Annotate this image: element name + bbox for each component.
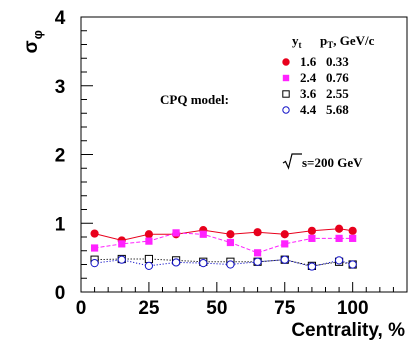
data-point [307, 226, 317, 235]
legend-header-pt: pT, GeV/c [320, 33, 375, 50]
legend-entry: 2.4 0.76 [282, 70, 349, 85]
y-tick-label: 3 [55, 77, 66, 98]
x-axis-title: Centrality, % [291, 320, 405, 341]
data-point [118, 240, 126, 248]
x-tick-label: 75 [274, 298, 296, 319]
legend-pt: 5.68 [326, 102, 349, 117]
x-tick-label: 0 [76, 298, 87, 319]
series-1 [90, 224, 357, 245]
data-point [349, 234, 357, 242]
data-point [253, 257, 262, 266]
legend-header-yt-base: y [292, 33, 299, 48]
series-line [94, 259, 353, 268]
data-point [308, 234, 316, 242]
series-4 [90, 255, 357, 271]
y-axis-title: σφ [21, 30, 45, 53]
legend-pt: 0.76 [326, 70, 349, 85]
data-point [348, 260, 357, 269]
y-axis-title-sub: φ [30, 30, 45, 39]
legend-header-pt-sub: T [327, 40, 333, 50]
data-point [145, 237, 153, 245]
legend-entry: 4.4 5.68 [282, 102, 349, 117]
legend-header-pt-base: p [320, 33, 327, 48]
y-tick-label: 2 [55, 146, 66, 167]
legend-marker [282, 58, 290, 66]
x-tick-label: 25 [138, 298, 160, 319]
legend-pt: 2.55 [326, 86, 349, 101]
data-point [117, 255, 126, 264]
x-tick-label: 50 [206, 298, 227, 319]
model-annotation: CPQ model: [160, 92, 229, 107]
data-point [90, 244, 99, 252]
data-point [307, 262, 317, 271]
y-tick-label: 0 [55, 283, 66, 304]
data-point [90, 259, 99, 268]
legend-yt: 4.4 [300, 102, 317, 117]
legend-marker [282, 74, 290, 82]
data-point [90, 229, 99, 238]
energy-annotation-text: s=200 GeV [302, 155, 363, 170]
data-point [335, 234, 343, 242]
legend: 1.6 0.33 2.4 0.76 3.6 2.55 4.4 5.68 [282, 54, 349, 117]
tick-labels: 0 25 50 75 100 0 1 2 3 4 [55, 8, 369, 319]
data-point [280, 230, 289, 239]
energy-annotation: s=200 GeV [282, 153, 363, 170]
data-point [280, 255, 289, 264]
legend-header-pt-unit: , GeV/c [333, 33, 374, 48]
data-point [144, 230, 154, 239]
data-point [334, 224, 344, 233]
legend-pt: 0.33 [326, 54, 349, 69]
legend-marker [282, 90, 290, 98]
legend-marker [282, 106, 290, 114]
y-tick-label: 4 [55, 8, 66, 29]
series-layer [90, 224, 357, 271]
y-tick-label: 1 [55, 214, 66, 235]
data-point [348, 226, 357, 235]
legend-entry: 1.6 0.33 [282, 54, 349, 69]
legend-yt: 2.4 [300, 70, 317, 85]
legend-header-yt: yt [292, 33, 302, 50]
legend-yt: 1.6 [300, 54, 317, 69]
data-point [199, 230, 207, 238]
legend-entry: 3.6 2.55 [282, 86, 349, 101]
data-point [199, 259, 208, 268]
y-axis-title-base: σ [21, 40, 42, 53]
series-3 [90, 254, 357, 270]
x-tick-label: 100 [337, 298, 369, 319]
data-point [226, 230, 235, 239]
data-point [334, 256, 344, 265]
legend-yt: 3.6 [300, 86, 317, 101]
data-point [144, 254, 154, 264]
data-point [226, 238, 235, 247]
series-2 [90, 229, 357, 257]
data-point [172, 229, 180, 237]
data-point [281, 240, 289, 248]
axis-ticks [80, 16, 408, 293]
data-point [226, 260, 235, 269]
data-point [144, 261, 154, 270]
data-point [171, 258, 181, 267]
data-point [253, 249, 262, 257]
sqrt-symbol [282, 153, 302, 170]
data-point [253, 228, 262, 237]
legend-header-yt-sub: t [299, 40, 302, 50]
